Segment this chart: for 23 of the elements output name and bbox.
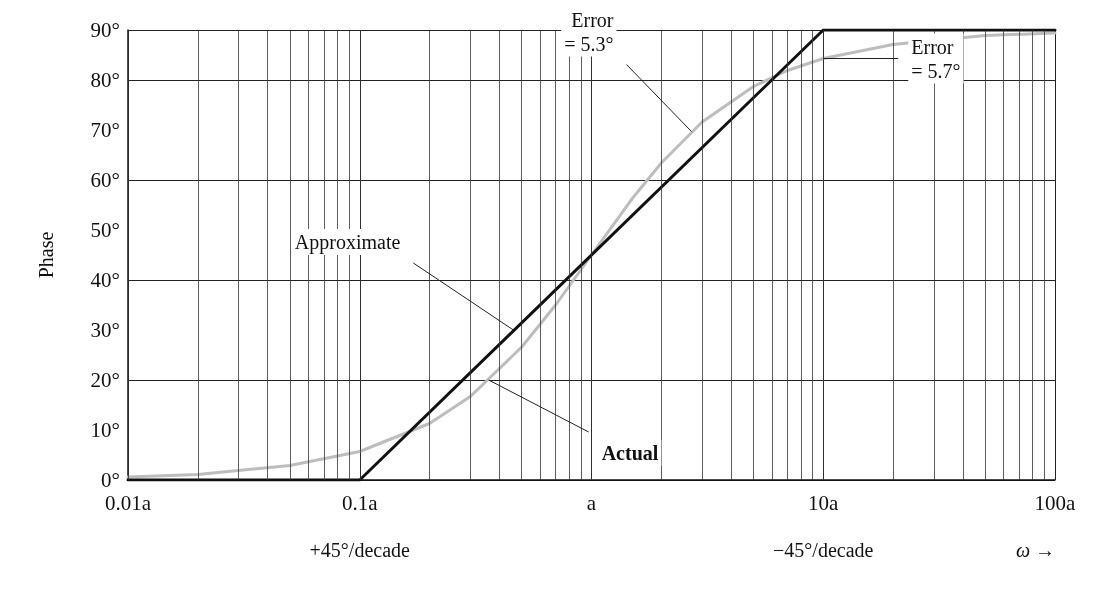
y-tick-label: 50° [90,218,120,242]
x-tick-label: a [586,490,597,515]
x-tick-label: 0.01a [104,490,152,515]
y-tick-label: 90° [90,18,120,42]
y-tick-label: 40° [90,268,120,292]
annotation: Error = 5.3° [564,8,614,55]
x-tick-label: 10a [808,490,840,515]
y-tick-label: 20° [90,368,120,392]
y-tick-label: 30° [90,318,120,342]
text: +45°/decade [309,539,411,561]
x-tick-label: 0.1a [341,490,379,515]
annotation: Actual [601,442,659,464]
y-tick-label: 80° [90,68,120,92]
y-tick-label: 70° [90,118,120,142]
annotation: Approximate [294,231,401,254]
y-tick-label: 60° [90,168,120,192]
y-tick-label: 0° [101,468,120,492]
x-tick-label: 100a [1034,490,1077,515]
annotation: Error = 5.7° [911,35,961,82]
x-axis-title: ω → [1015,539,1055,561]
y-axis-title: Phase [35,231,57,279]
text: −45°/decade [773,539,874,561]
y-tick-label: 10° [90,418,120,442]
